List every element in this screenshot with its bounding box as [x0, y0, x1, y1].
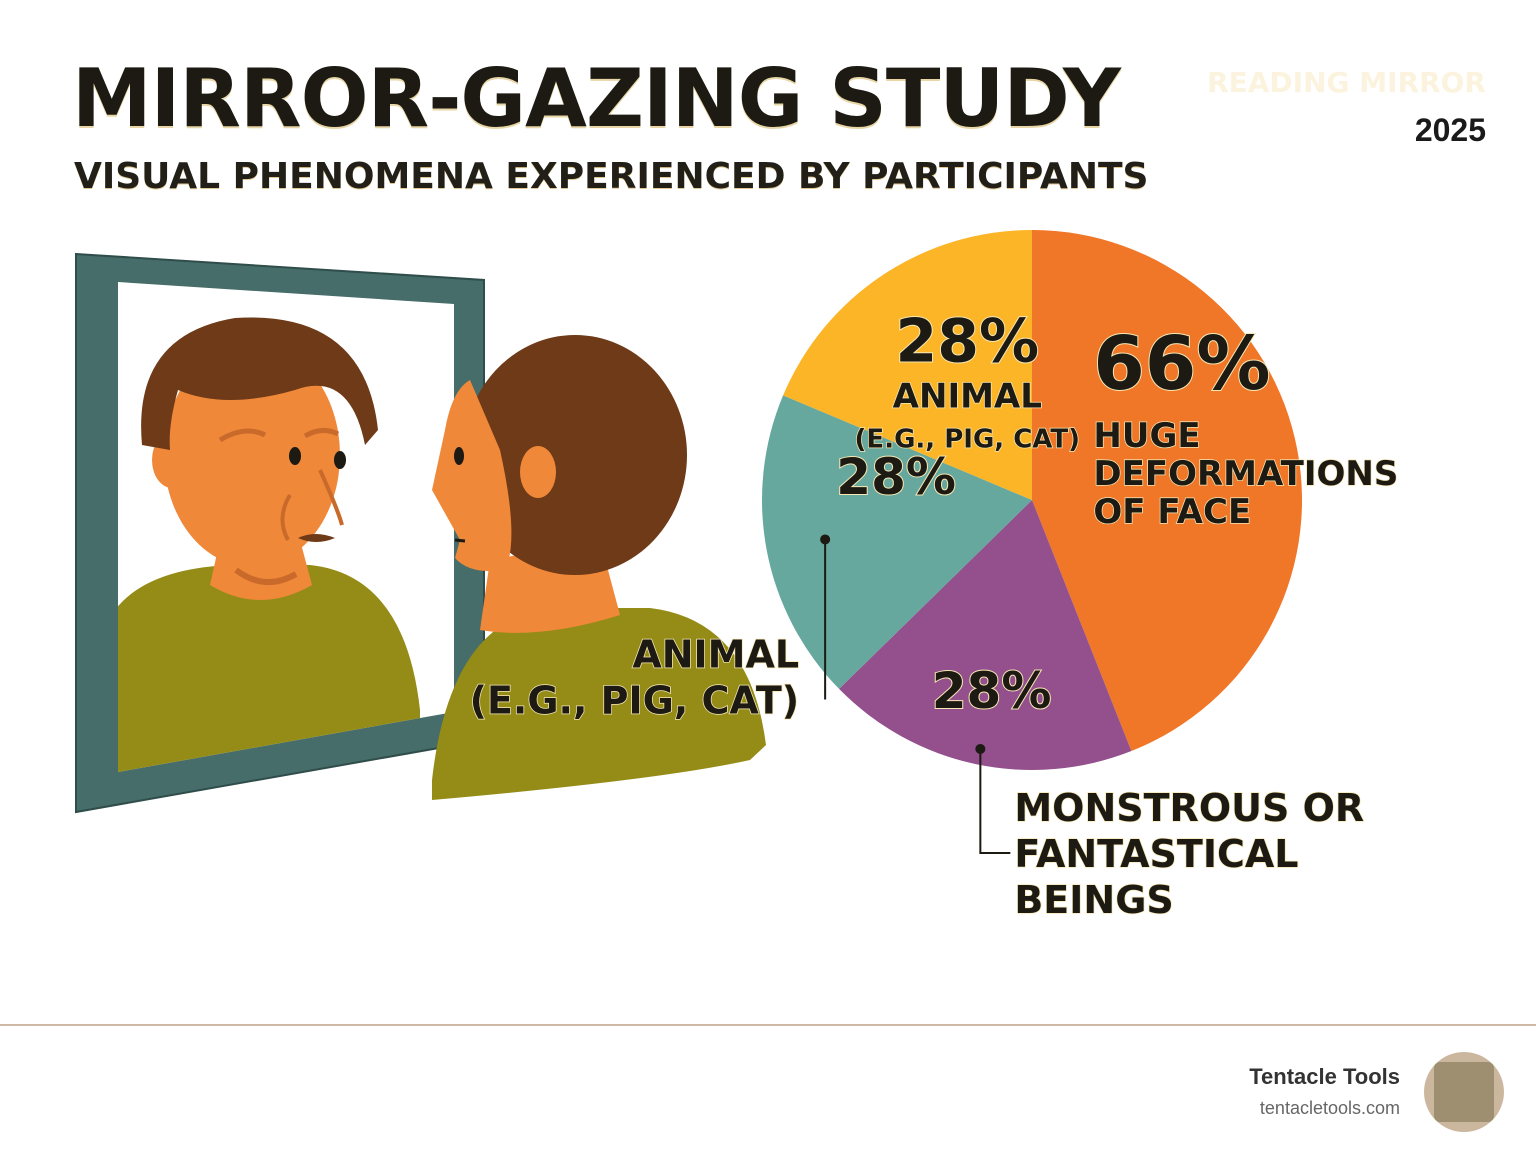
- slice-value-label: 28%: [932, 662, 1052, 720]
- slice-category-label: HUGE: [1093, 416, 1200, 456]
- pie-slice: [783, 229, 1032, 500]
- year-label: 2025: [1414, 112, 1486, 148]
- pie-slice: [761, 395, 1032, 689]
- slice-category-label: ANIMAL: [632, 632, 799, 676]
- pie-slice: [839, 500, 1132, 770]
- brand-name: Tentacle Tools: [1249, 1064, 1400, 1089]
- slice-category-label: ANIMAL: [893, 377, 1042, 417]
- slice-category-label: BEINGS: [1014, 878, 1173, 922]
- mirror-reflection: [118, 317, 420, 772]
- slice-category-label: DEFORMATIONS: [1093, 454, 1398, 494]
- slice-category-label: (E.G., PIG, CAT): [470, 678, 800, 722]
- brand-logo: [1424, 1052, 1504, 1132]
- slice-category-label: (E.G., PIG, CAT): [855, 425, 1080, 455]
- person-figure: [432, 335, 766, 800]
- slice-value-label: 66%: [1093, 321, 1270, 407]
- mirror-illustration: [75, 252, 766, 814]
- brand-block: Tentacle Tools tentacletools.com: [1249, 1064, 1400, 1119]
- leader-dot: [975, 743, 986, 754]
- slice-category-label: FANTASTICAL: [1014, 832, 1298, 876]
- slice-value-label: 28%: [895, 307, 1039, 377]
- slice-value-label: 28%: [836, 448, 956, 506]
- footer-divider: [0, 1024, 1536, 1026]
- pie-slice: [1032, 230, 1303, 752]
- brand-url[interactable]: tentacletools.com: [1259, 1098, 1400, 1118]
- watermark-text: READING MIRROR: [1207, 66, 1486, 99]
- chart-title: MIRROR-GAZING STUDY: [72, 52, 1121, 145]
- slice-category-label: OF FACE: [1093, 492, 1251, 532]
- leader-line: [979, 748, 1011, 854]
- slice-category-label: MONSTROUS OR: [1014, 786, 1364, 830]
- leader-dot: [820, 534, 831, 545]
- chart-subtitle: VISUAL PHENOMENA EXPERIENCED BY PARTICIP…: [74, 156, 1149, 197]
